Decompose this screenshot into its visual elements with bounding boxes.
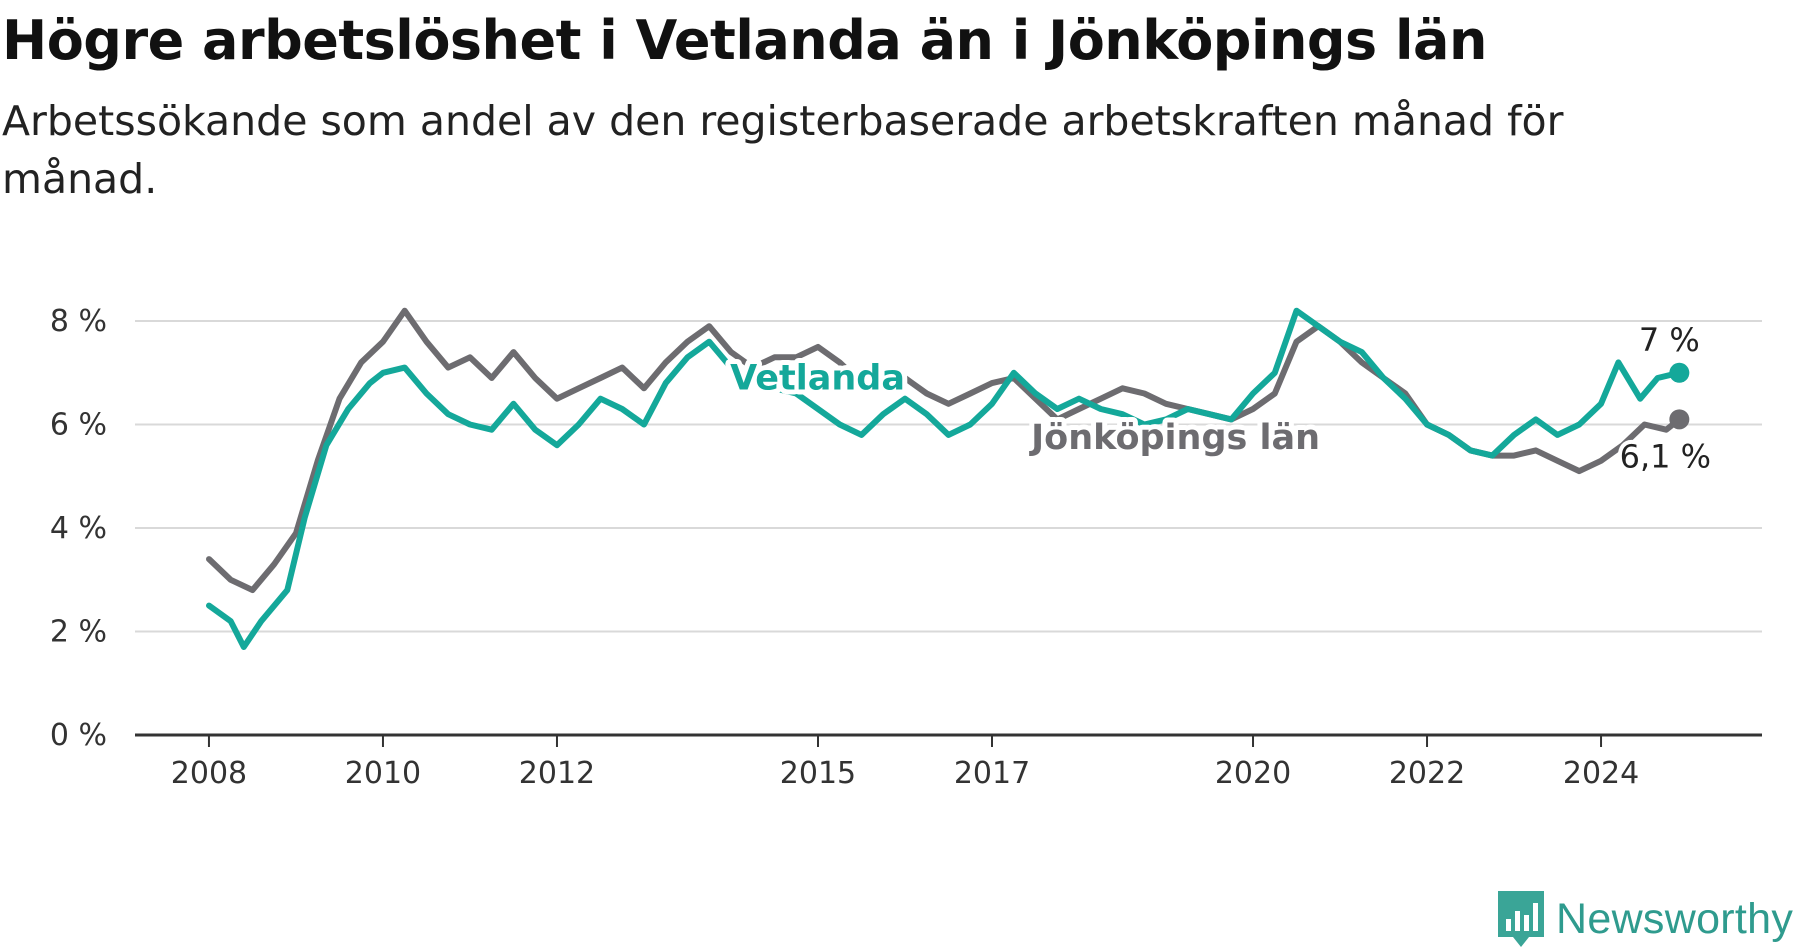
x-tick-label: 2012 [519, 756, 595, 791]
x-tick-label: 2010 [345, 756, 421, 791]
series-line-vetlanda [206, 307, 1683, 650]
brand-name: Newsworthy [1556, 894, 1794, 943]
y-tick-label: 4 % [50, 511, 107, 546]
y-tick-label: 2 % [50, 615, 107, 650]
newsworthy-logo-icon [1498, 891, 1544, 947]
end-point-marker [1669, 362, 1690, 383]
end-point-marker [1669, 409, 1690, 430]
series-line-jonkopings-lan [206, 307, 1683, 594]
gridlines [135, 320, 1762, 633]
x-tick-label: 2020 [1215, 756, 1291, 791]
y-tick-label: 8 % [50, 304, 107, 339]
chart-subtitle: Arbetssökande som andel av den registerb… [2, 97, 1564, 203]
x-tick-label: 2015 [780, 756, 856, 791]
series-label-vetlanda: Vetlanda [730, 358, 905, 398]
x-tick-label: 2024 [1563, 756, 1639, 791]
newsworthy-brand: Newsworthy [1496, 888, 1793, 950]
x-axis: 2008 2010 2012 2015 2017 2020 2022 2024 [135, 733, 1762, 791]
y-axis-tick-labels: 0 % 2 % 4 % 6 % 8 % [50, 304, 107, 753]
end-label-jonkopings-lan: 6,1 % [1620, 437, 1711, 475]
y-tick-label: 0 % [50, 718, 107, 753]
chart-title: Högre arbetslöshet i Vetlanda än i Jönkö… [2, 9, 1487, 72]
end-label-vetlanda: 7 % [1639, 321, 1700, 359]
x-tick-label: 2022 [1389, 756, 1465, 791]
y-tick-label: 6 % [50, 408, 107, 443]
series-labels: Vetlanda Jönköpings län 7 % 6,1 % [725, 317, 1715, 480]
series-label-jonkopings-lan: Jönköpings län [1029, 418, 1320, 458]
x-tick-label: 2008 [171, 756, 247, 791]
x-tick-label: 2017 [954, 756, 1030, 791]
series-lines [206, 307, 1690, 650]
